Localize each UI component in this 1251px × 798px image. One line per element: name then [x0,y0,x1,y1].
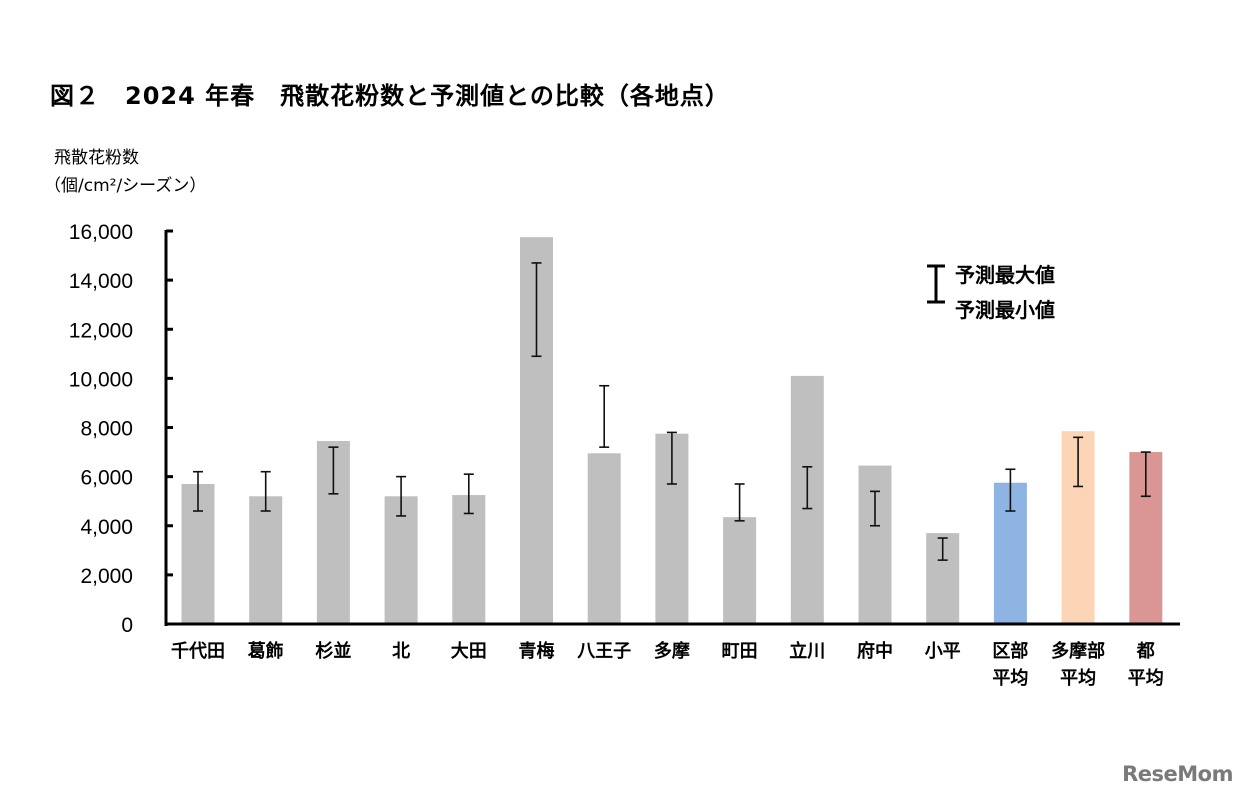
x-tick-label: 北 [392,641,410,662]
x-tick-label: 八王子 [577,641,631,662]
y-tick-label: 8,000 [80,418,133,441]
y-tick-label: 14,000 [69,270,133,293]
chart-title: 図２ 2024 年春 飛散花粉数と予測値との比較（各地点） [50,82,730,110]
x-tick-label: 小平 [925,641,961,662]
x-tick-label: 平均 [1060,667,1096,689]
y-tick-label: 0 [121,614,133,637]
x-tick-label: 千代田 [171,641,225,662]
y-tick-label: 4,000 [80,516,133,539]
legend-max-label: 予測最大値 [955,263,1055,287]
x-tick-label: 区部 [992,640,1028,662]
x-tick-label: 都 [1136,641,1155,662]
resemom-logo: ReseMom [1122,762,1233,786]
x-tick-label: 杉並 [315,640,351,662]
y-tick-label: 10,000 [69,368,133,391]
x-tick-label: 多摩 [654,640,690,662]
legend-min-label: 予測最小値 [955,298,1055,322]
y-tick-label: 2,000 [80,565,133,588]
bar [249,496,283,624]
bar [452,495,486,624]
bar [858,465,892,624]
legend: 予測最大値 予測最小値 [927,263,1055,322]
x-tick-label: 平均 [1128,667,1164,689]
bar [587,453,621,624]
y-axis-label: 飛散花粉数 [54,148,139,168]
y-tick-label: 6,000 [80,467,133,490]
x-tick-label: 平均 [992,667,1028,689]
x-tick-label: 立川 [789,640,825,662]
y-tick-label: 12,000 [69,319,133,342]
bars [181,237,1163,624]
y-axis-unit: （個/cm²/シーズン） [44,176,207,196]
x-tick-label: 府中 [857,640,893,662]
bar [384,496,418,624]
x-tick-label: 青梅 [519,640,555,662]
error-bars [193,262,1151,561]
y-tick-label: 16,000 [69,221,133,244]
x-tick-label: 多摩部 [1051,640,1105,662]
x-tick-label: 町田 [722,641,758,662]
x-tick-label: 葛飾 [247,640,284,662]
x-tick-label: 大田 [451,640,487,662]
bar [723,517,757,624]
